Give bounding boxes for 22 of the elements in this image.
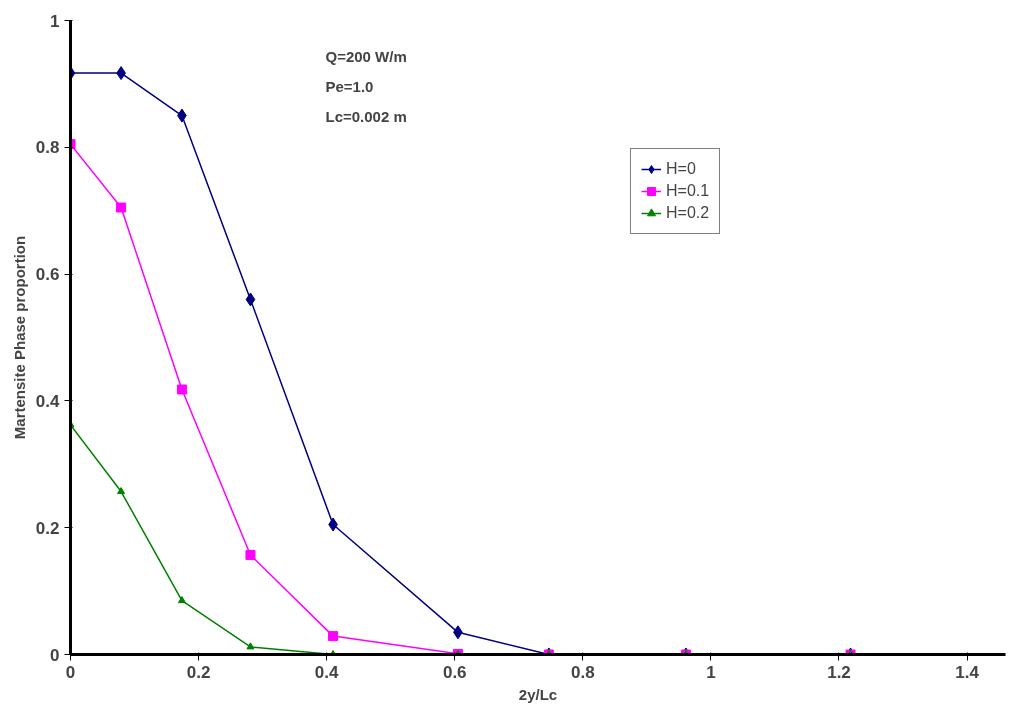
y-tick-label: 0	[50, 645, 60, 665]
y-tick-label: 0.6	[35, 265, 60, 285]
x-tick-label: 1.2	[827, 662, 851, 682]
x-tick-label: 0	[65, 662, 76, 682]
x-tick-label: 1	[706, 662, 716, 682]
annotation: Q=200 W/m	[325, 47, 407, 65]
x-tick-label: 0.6	[442, 662, 467, 682]
legend-label: H=0	[666, 160, 696, 178]
y-tick-label: 1	[50, 11, 60, 31]
y-tick-label: 0.2	[35, 518, 60, 538]
legend-label: H=0.2	[666, 204, 710, 222]
x-axis-title: 2y/Lc	[518, 685, 558, 703]
x-tick-label: 0.2	[186, 662, 211, 682]
x-tick-label: 1.4	[955, 662, 980, 682]
x-tick-label: 0.4	[314, 662, 340, 682]
x-tick-label: 0.8	[571, 662, 595, 682]
annotation: Lc=0.002 m	[325, 107, 407, 125]
y-tick-label: 0.4	[35, 391, 61, 411]
y-axis-title: Martensite Phase proportion	[10, 235, 28, 440]
annotation: Pe=1.0	[325, 77, 374, 95]
legend-label: H=0.1	[666, 182, 710, 200]
y-tick-label: 0.8	[35, 138, 60, 158]
